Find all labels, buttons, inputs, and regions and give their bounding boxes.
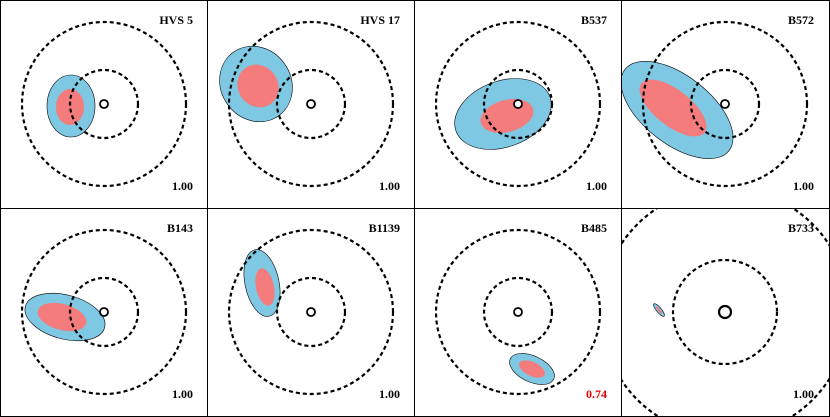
panel-title: B733 [788, 221, 814, 235]
center-marker [99, 307, 109, 317]
panel-title: B572 [788, 13, 814, 27]
panel-value: 1.00 [793, 179, 814, 193]
center-marker [99, 99, 109, 109]
inner-dashed-circle [482, 68, 554, 140]
inner-ellipse [37, 302, 87, 332]
inner-ellipse [639, 79, 707, 137]
inner-dashed-circle [275, 68, 347, 140]
outer-dashed-circle [227, 228, 395, 396]
panel-title: B143 [167, 221, 193, 235]
outer-dashed-circle [434, 20, 602, 188]
panel-value: 1.00 [793, 387, 814, 401]
outer-dashed-circle [20, 228, 188, 396]
inner-ellipse [237, 64, 279, 108]
panel-hvs17 [219, 20, 395, 188]
inner-ellipse [255, 268, 275, 306]
panel-title: B537 [581, 13, 607, 27]
panel-value: 1.00 [172, 179, 193, 193]
panel-hvs5 [20, 20, 188, 188]
outer-dashed-circle [641, 20, 809, 188]
panel-value: 1.00 [379, 387, 400, 401]
center-marker [717, 304, 733, 320]
center-marker [513, 99, 523, 109]
outer-dashed-circle [227, 20, 395, 188]
panel-b733 [622, 209, 829, 416]
inner-ellipse [56, 89, 84, 125]
inner-dashed-circle [482, 276, 554, 348]
panel-value: 1.00 [172, 387, 193, 401]
center-marker [513, 307, 523, 317]
panel-b1139 [227, 228, 395, 396]
inner-dashed-circle [671, 258, 779, 366]
panel-b485 [434, 228, 602, 396]
inner-ellipse [655, 306, 663, 314]
center-marker [306, 307, 316, 317]
panel-value: 1.00 [586, 179, 607, 193]
inner-dashed-circle [68, 276, 140, 348]
panel-title: HVS 5 [159, 13, 193, 27]
inner-dashed-circle [275, 276, 347, 348]
panel-title: B1139 [369, 221, 400, 235]
panel-title: HVS 17 [360, 13, 400, 27]
panel-b143 [20, 228, 188, 396]
panel-value: 1.00 [379, 179, 400, 193]
inner-ellipse [518, 360, 546, 378]
panel-b537 [434, 20, 602, 188]
panel-title: B485 [581, 221, 607, 235]
outer-dashed-circle [20, 20, 188, 188]
panel-value: 0.74 [586, 387, 607, 401]
inner-dashed-circle [68, 68, 140, 140]
center-marker [306, 99, 316, 109]
center-marker [720, 99, 730, 109]
panel-b572 [622, 20, 809, 188]
inner-dashed-circle [689, 68, 761, 140]
outer-dashed-circle [434, 228, 602, 396]
